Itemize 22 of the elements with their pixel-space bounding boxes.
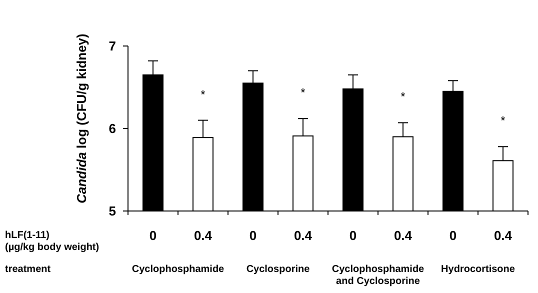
- x-tick-label: 0.4: [194, 228, 213, 243]
- x-tick-label: 0: [449, 228, 457, 243]
- text: Cyclosporine: [246, 264, 310, 275]
- x-tick-label: 0: [349, 228, 357, 243]
- x-axis-title: hLF(1-11) (µg/kg body weight): [5, 230, 100, 253]
- data-label: *: [400, 90, 406, 104]
- x-tick-label: 0.4: [394, 228, 413, 243]
- y-axis-title: Candida log (CFU/g kidney): [74, 34, 89, 204]
- data-label: *: [300, 86, 306, 100]
- text: Hydrocortisone: [441, 264, 516, 275]
- x-tick-label: 0: [249, 228, 257, 243]
- x-tick-label: 0.4: [494, 228, 513, 243]
- y-tick-label: 7: [108, 38, 116, 54]
- x-tick-label: 0.4: [294, 228, 313, 243]
- text: treatment: [5, 264, 52, 275]
- text: Cyclophosphamide and Cyclosporine: [332, 264, 425, 287]
- data-label: *: [500, 114, 506, 128]
- data-label: *: [200, 87, 206, 102]
- text: Cyclophosphamide: [132, 264, 225, 275]
- y-tick-label: 5: [108, 204, 116, 219]
- x-tick-label: 0: [149, 228, 157, 243]
- y-tick-label: 6: [108, 121, 116, 136]
